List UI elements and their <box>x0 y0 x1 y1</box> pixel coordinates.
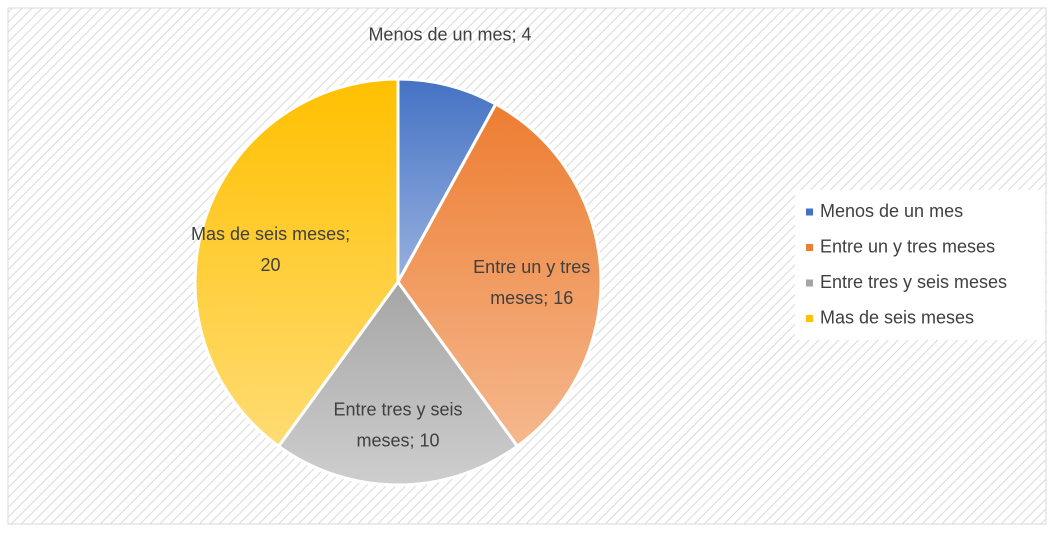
legend-label: Entre un y tres meses <box>820 236 995 256</box>
legend-box <box>795 190 1045 340</box>
legend-label: Menos de un mes <box>820 201 963 221</box>
pie-slice <box>276 279 520 487</box>
data-label: Mas de seis meses; 20 <box>191 224 350 275</box>
legend-label: Entre tres y seis meses <box>820 272 1007 292</box>
legend-swatch <box>806 279 813 287</box>
pie-slice <box>396 102 603 449</box>
legend-swatch <box>806 244 813 251</box>
legend-label: Mas de seis meses <box>820 307 974 327</box>
legend-swatch <box>806 315 813 322</box>
data-label: Entre tres y seis meses; 10 <box>333 399 462 450</box>
pie-slice <box>396 77 498 283</box>
legend-swatch <box>806 208 813 216</box>
data-label: Entre un y tres meses; 16 <box>473 257 590 308</box>
pie-slice <box>193 77 400 449</box>
data-label: Menos de un mes; 4 <box>368 24 531 44</box>
